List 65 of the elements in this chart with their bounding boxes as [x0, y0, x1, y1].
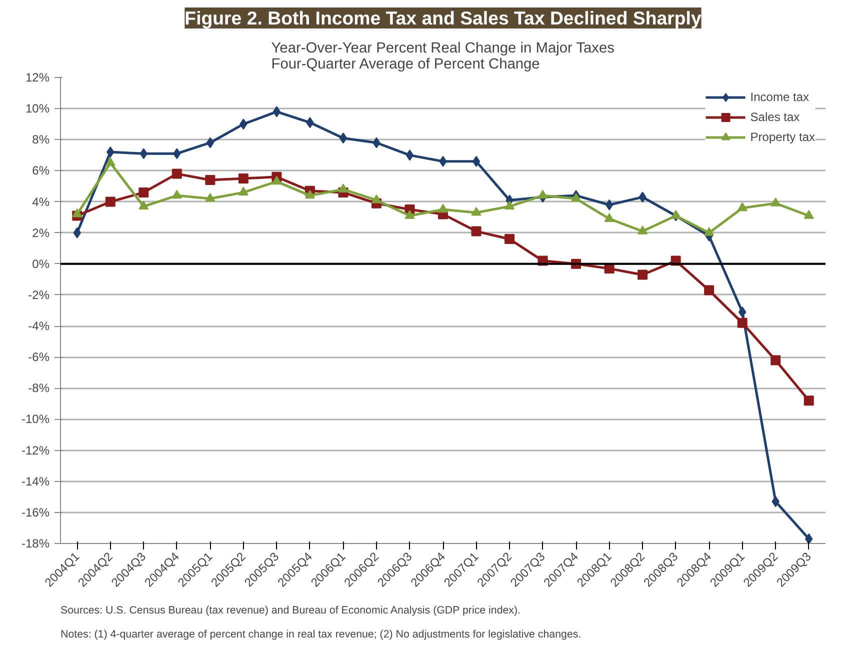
point	[72, 208, 82, 218]
point	[571, 192, 582, 202]
point	[406, 150, 414, 161]
y-tick-label: 2%	[32, 226, 50, 240]
point	[670, 210, 681, 219]
point	[205, 192, 216, 202]
point	[471, 206, 482, 216]
y-tick-label: -18%	[21, 536, 50, 550]
point	[605, 199, 614, 210]
source-note: Sources: U.S. Census Bureau (tax revenue) and Bureau of Economic Analysis (GDP price index).	[60, 604, 521, 616]
y-tick-label: -12%	[21, 443, 50, 458]
point	[338, 184, 348, 192]
legend-label: Property tax	[750, 130, 815, 144]
point	[206, 137, 214, 148]
point	[737, 318, 748, 328]
chart-title: Figure 2. Both Income Tax and Sales Tax Declined Sharply	[184, 8, 702, 28]
legend-label: Income tax	[750, 90, 809, 104]
y-tick-label: 4%	[32, 194, 50, 209]
point	[737, 202, 748, 212]
point	[638, 226, 648, 234]
point	[339, 132, 348, 144]
y-tick-label: 0%	[32, 256, 50, 271]
point	[504, 200, 515, 210]
point	[238, 186, 248, 196]
point	[770, 355, 781, 366]
point	[404, 210, 415, 219]
y-tick-label: -2%	[28, 288, 50, 302]
y-tick-label: -4%	[28, 319, 50, 334]
legend-label: Sales tax	[750, 110, 800, 124]
y-tick-label: -14%	[21, 474, 50, 488]
point	[172, 168, 182, 179]
point	[604, 213, 614, 222]
point	[704, 227, 714, 236]
point	[105, 157, 116, 166]
point	[538, 190, 548, 199]
point	[272, 106, 281, 118]
point	[304, 190, 315, 199]
point	[138, 187, 149, 198]
point	[438, 204, 448, 213]
y-tick-label: -6%	[28, 350, 50, 364]
y-tick-label: -10%	[21, 412, 50, 426]
point	[805, 533, 813, 544]
point	[504, 234, 515, 244]
y-tick-label: 6%	[32, 164, 50, 178]
y-tick-label: 10%	[25, 102, 50, 116]
point	[472, 156, 480, 167]
y-tick-label: -16%	[21, 505, 50, 520]
chart-subtitle: Year-Over-Year Percent Real Change in Major Taxes Four-Quarter Average of Percent Change	[271, 40, 614, 72]
point	[638, 270, 648, 280]
y-tick-label: 12%	[25, 70, 50, 84]
point	[205, 175, 216, 186]
text: Notes: (1) 4-quarter average of percent change in real tax revenue; (2) No adjustments for legislative changes.	[60, 628, 582, 640]
point	[804, 396, 814, 406]
point	[105, 196, 116, 207]
y-tick-label: -8%	[28, 381, 50, 396]
y-tick-label: 8%	[32, 132, 50, 147]
point	[371, 194, 382, 204]
point	[704, 285, 714, 296]
point	[272, 176, 282, 185]
point	[138, 200, 149, 210]
point	[804, 210, 814, 219]
point	[471, 226, 482, 236]
point	[238, 173, 248, 184]
point	[172, 190, 182, 199]
point	[770, 198, 781, 206]
